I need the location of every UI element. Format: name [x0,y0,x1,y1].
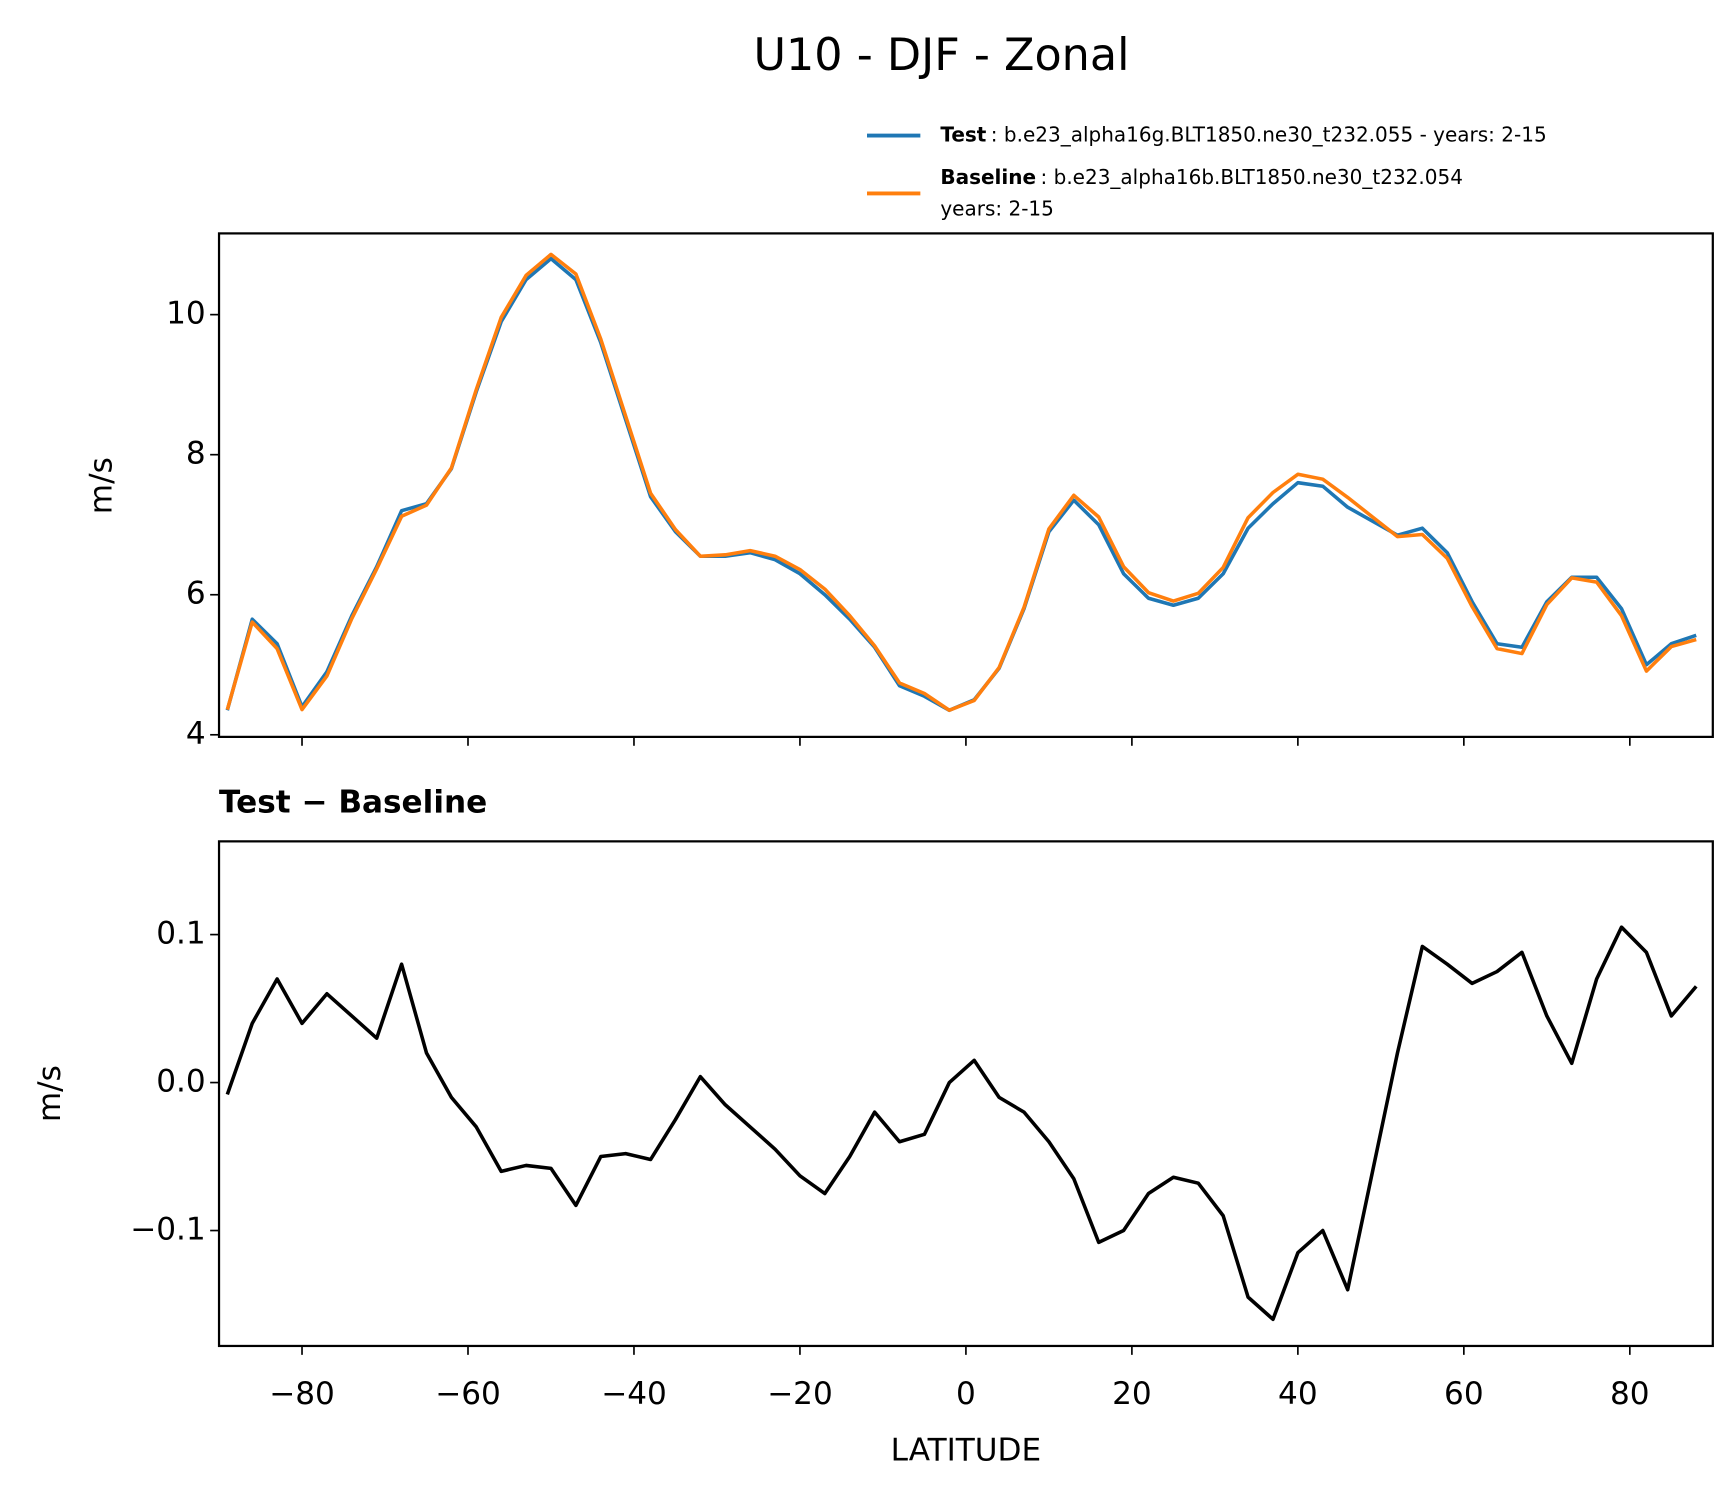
line-series [225,252,1697,713]
panel-title: Test − Baseline [219,785,487,821]
legend-description: years: 2-15 [940,197,1054,221]
legend-name: Test [940,122,986,146]
x-tick-label: 0 [956,1376,976,1412]
line-series [225,925,1698,1322]
legend-description: : b.e23_alpha16g.BLT1850.ne30_t232.055 -… [991,122,1547,146]
x-tick-label: −60 [435,1376,501,1412]
axes-frame [217,232,1714,738]
x-tick-label: 20 [1112,1376,1152,1412]
y-tick-label: 8 [186,436,206,472]
legend-description: : b.e23_alpha16b.BLT1850.ne30_t232.054 [1041,164,1463,188]
axes-frame [217,840,1714,1348]
y-tick-label: 0.0 [156,1064,205,1100]
y-tick-label: 10 [166,296,206,332]
y-axis-label: m/s [83,457,119,514]
plot-area [225,252,1697,713]
plot-area [225,925,1698,1322]
legend-entry: Baseline: b.e23_alpha16b.BLT1850.ne30_t2… [940,164,1463,188]
y-tick-label: 6 [186,576,206,612]
y-tick-label: 4 [186,716,206,752]
x-tick-label: −40 [601,1376,667,1412]
legend-entry: Test: b.e23_alpha16g.BLT1850.ne30_t232.0… [940,122,1546,146]
x-tick-label: 60 [1444,1376,1484,1412]
x-tick-label: 40 [1278,1376,1318,1412]
x-axis-label: LATITUDE [891,1433,1041,1469]
legend-name: Baseline [940,164,1036,188]
x-tick-label: 80 [1610,1376,1650,1412]
y-axis-label: m/s [32,1065,68,1122]
y-tick-label: 0.1 [156,916,205,952]
x-tick-label: −80 [269,1376,335,1412]
figure-title: U10 - DJF - Zonal [754,30,1130,81]
y-tick-label: −0.1 [130,1212,206,1248]
x-tick-label: −20 [767,1376,833,1412]
